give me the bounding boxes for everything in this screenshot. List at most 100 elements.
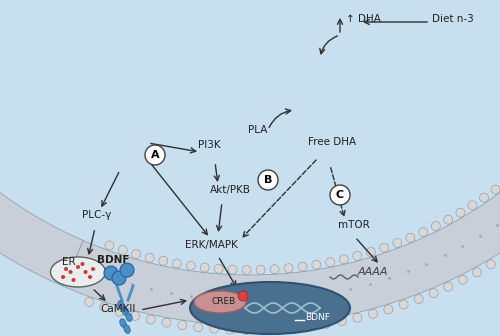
Circle shape xyxy=(104,266,118,280)
Circle shape xyxy=(256,265,265,275)
Text: Diet n-3: Diet n-3 xyxy=(432,14,474,24)
Circle shape xyxy=(172,259,182,268)
Circle shape xyxy=(444,282,452,291)
Circle shape xyxy=(258,170,278,190)
Circle shape xyxy=(384,305,393,314)
Circle shape xyxy=(145,145,165,165)
Circle shape xyxy=(368,309,378,318)
Circle shape xyxy=(158,256,168,265)
Circle shape xyxy=(458,275,467,284)
Circle shape xyxy=(88,275,92,279)
Circle shape xyxy=(80,262,84,266)
Circle shape xyxy=(118,246,127,254)
Circle shape xyxy=(432,221,440,230)
Ellipse shape xyxy=(124,325,130,333)
Circle shape xyxy=(91,267,95,271)
Circle shape xyxy=(115,307,124,316)
Text: AAAA: AAAA xyxy=(358,267,388,277)
Text: Akt/PKB: Akt/PKB xyxy=(210,185,251,195)
Circle shape xyxy=(284,264,293,273)
Circle shape xyxy=(298,262,307,271)
Text: BDNF: BDNF xyxy=(97,255,130,265)
Circle shape xyxy=(418,227,428,237)
Circle shape xyxy=(337,317,346,326)
Text: C: C xyxy=(336,190,344,200)
Circle shape xyxy=(200,263,209,272)
Circle shape xyxy=(491,185,500,194)
Ellipse shape xyxy=(194,291,246,313)
Circle shape xyxy=(322,320,330,328)
Circle shape xyxy=(194,323,202,332)
Text: ER: ER xyxy=(62,257,76,267)
Text: CaMKII: CaMKII xyxy=(100,304,136,314)
Text: CREB: CREB xyxy=(211,297,236,306)
Text: ERK/MAPK: ERK/MAPK xyxy=(185,240,238,250)
Circle shape xyxy=(242,326,250,334)
Circle shape xyxy=(480,193,488,202)
Circle shape xyxy=(472,268,482,277)
Circle shape xyxy=(429,289,438,298)
Circle shape xyxy=(132,250,140,259)
Circle shape xyxy=(366,248,376,256)
Circle shape xyxy=(68,270,72,274)
Circle shape xyxy=(238,291,248,301)
Circle shape xyxy=(228,265,237,274)
Circle shape xyxy=(326,258,334,267)
Circle shape xyxy=(186,261,196,270)
Text: A: A xyxy=(150,150,160,160)
Circle shape xyxy=(61,275,65,279)
Text: PLC-γ: PLC-γ xyxy=(82,210,112,220)
Circle shape xyxy=(406,233,415,242)
Circle shape xyxy=(145,253,154,262)
Circle shape xyxy=(242,265,251,275)
Circle shape xyxy=(353,313,362,322)
Polygon shape xyxy=(0,152,83,286)
Circle shape xyxy=(105,241,114,250)
Circle shape xyxy=(290,324,298,332)
Ellipse shape xyxy=(122,307,128,316)
Ellipse shape xyxy=(118,301,124,309)
Circle shape xyxy=(162,318,171,327)
Circle shape xyxy=(112,271,126,285)
Circle shape xyxy=(210,324,218,333)
Text: ↑ DHA: ↑ DHA xyxy=(346,14,381,24)
Circle shape xyxy=(226,325,234,334)
Circle shape xyxy=(100,303,109,311)
Circle shape xyxy=(76,265,80,269)
Circle shape xyxy=(312,260,321,269)
Circle shape xyxy=(72,278,76,282)
Circle shape xyxy=(258,325,266,334)
Ellipse shape xyxy=(190,282,350,334)
Circle shape xyxy=(486,260,496,269)
Circle shape xyxy=(130,311,140,321)
Ellipse shape xyxy=(120,319,126,327)
Circle shape xyxy=(380,243,388,252)
Circle shape xyxy=(353,251,362,260)
Circle shape xyxy=(414,295,423,303)
Ellipse shape xyxy=(50,257,106,287)
Circle shape xyxy=(456,208,465,217)
Circle shape xyxy=(444,215,452,224)
Circle shape xyxy=(84,297,94,306)
Circle shape xyxy=(120,263,134,277)
Text: B: B xyxy=(264,175,272,185)
Circle shape xyxy=(214,264,223,273)
Polygon shape xyxy=(64,0,500,325)
Circle shape xyxy=(399,300,408,309)
Text: mTOR: mTOR xyxy=(338,220,370,230)
Text: BDNF: BDNF xyxy=(305,313,330,322)
Circle shape xyxy=(64,267,68,271)
Text: PLA: PLA xyxy=(248,125,268,135)
Circle shape xyxy=(270,265,279,274)
Circle shape xyxy=(393,239,402,247)
Text: Free DHA: Free DHA xyxy=(308,137,356,147)
Circle shape xyxy=(330,185,350,205)
Circle shape xyxy=(306,322,314,331)
Circle shape xyxy=(146,315,155,324)
Circle shape xyxy=(340,255,348,264)
Circle shape xyxy=(274,325,282,334)
Circle shape xyxy=(468,201,477,210)
Text: PI3K: PI3K xyxy=(198,140,220,150)
Circle shape xyxy=(178,321,187,330)
Ellipse shape xyxy=(126,313,132,322)
